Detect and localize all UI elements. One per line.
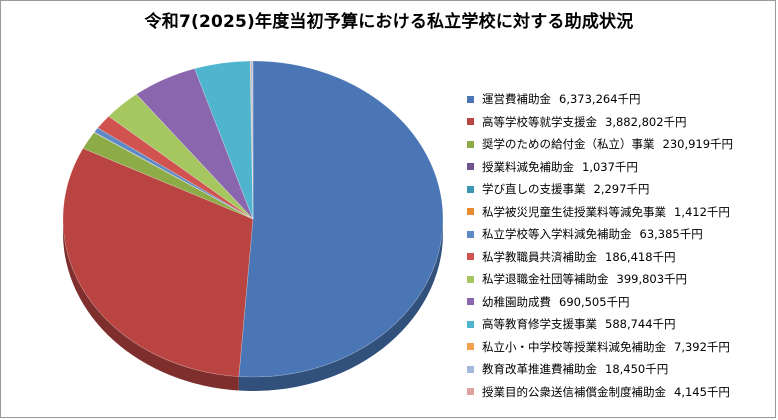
- pie-slice-1: [62, 148, 254, 377]
- legend-value: 4,145千円: [674, 384, 730, 399]
- legend-value: 588,744千円: [605, 317, 676, 332]
- legend-swatch: [467, 118, 474, 126]
- pie-slice-5: [93, 131, 254, 220]
- pie-slice-8: [108, 93, 254, 220]
- legend-value: 230,919千円: [662, 137, 734, 152]
- legend-value: 2,297千円: [593, 182, 650, 197]
- legend-item: 運営費補助金 6,373,264千円: [467, 88, 777, 111]
- legend-label: 学び直しの支援事業: [482, 182, 586, 197]
- legend-swatch: [467, 320, 474, 328]
- legend-label: 私学被災児童生徒授業料等減免事業: [482, 204, 666, 219]
- legend-swatch: [467, 343, 474, 351]
- legend-value: 7,392千円: [674, 339, 730, 354]
- legend-value: 1,037千円: [582, 159, 638, 174]
- chart-legend: 運営費補助金 6,373,264千円高等学校等就学支援金 3,882,802千円奨学…: [467, 88, 777, 403]
- legend-swatch: [467, 365, 474, 373]
- legend-item: 高等学校等就学支援金 3,882,802千円: [467, 111, 777, 134]
- legend-swatch: [467, 298, 474, 306]
- legend-swatch: [467, 208, 474, 216]
- legend-item: 私立学校等入学料減免補助金 63,385千円: [467, 223, 777, 246]
- legend-label: 教育改革推進費補助金: [482, 362, 597, 377]
- legend-label: 私立学校等入学料減免補助金: [482, 227, 632, 242]
- pie-slice-9: [135, 68, 254, 220]
- legend-label: 私学教職員共済補助金: [482, 249, 597, 264]
- legend-label: 私立小・中学校等授業料減免補助金: [482, 339, 666, 354]
- legend-swatch: [467, 230, 474, 238]
- legend-label: 私学退職金社団等補助金: [482, 272, 609, 287]
- legend-item: 教育改革推進費補助金 18,450千円: [467, 358, 777, 381]
- legend-label: 奨学のための給付金（私立）事業: [482, 137, 655, 152]
- legend-value: 399,803千円: [616, 272, 688, 287]
- legend-label: 授業料減免補助金: [482, 159, 574, 174]
- pie-slice-0: [238, 60, 444, 378]
- legend-swatch: [467, 163, 474, 171]
- pie-slice-4: [93, 131, 254, 220]
- legend-swatch: [467, 140, 474, 148]
- legend-item: 私立小・中学校等授業料減免補助金 7,392千円: [467, 336, 777, 359]
- legend-label: 高等学校等就学支援金: [482, 114, 597, 129]
- legend-swatch: [467, 388, 474, 396]
- pie-slice-7: [97, 115, 254, 220]
- legend-value: 63,385千円: [639, 227, 703, 242]
- pie-slice-6: [93, 127, 254, 220]
- legend-item: 私学教職員共済補助金 186,418千円: [467, 246, 777, 269]
- pie-side-1: [63, 219, 239, 391]
- legend-item: 授業目的公衆送信補償金制度補助金 4,145千円: [467, 381, 777, 404]
- legend-item: 奨学のための給付金（私立）事業 230,919千円: [467, 133, 777, 156]
- legend-value: 18,450千円: [605, 362, 669, 377]
- legend-swatch: [467, 253, 474, 261]
- legend-value: 6,373,264千円: [559, 92, 641, 107]
- legend-value: 186,418千円: [605, 249, 676, 264]
- legend-item: 幼稚園助成費 690,505千円: [467, 291, 777, 314]
- legend-item: 高等教育修学支援事業 588,744千円: [467, 313, 777, 336]
- legend-swatch: [467, 275, 474, 283]
- legend-item: 授業料減免補助金 1,037千円: [467, 156, 777, 179]
- chart-title: 令和7(2025)年度当初予算における私立学校に対する助成状況: [144, 12, 634, 32]
- pie-side: [63, 219, 443, 392]
- pie-slice-2: [82, 132, 254, 220]
- legend-label: 高等教育修学支援事業: [482, 317, 597, 332]
- pie-slice-10: [194, 60, 254, 220]
- pie-slice-12: [250, 60, 254, 220]
- legend-item: 私学被災児童生徒授業料等減免事業 1,412千円: [467, 201, 777, 224]
- legend-label: 幼稚園助成費: [482, 294, 551, 309]
- legend-value: 690,505千円: [559, 294, 630, 309]
- legend-label: 運営費補助金: [482, 92, 551, 107]
- legend-value: 3,882,802千円: [605, 114, 687, 129]
- legend-label: 授業目的公衆送信補償金制度補助金: [482, 384, 666, 399]
- legend-swatch: [467, 95, 474, 103]
- legend-swatch: [467, 185, 474, 193]
- legend-value: 1,412千円: [674, 204, 730, 219]
- legend-item: 学び直しの支援事業 2,297千円: [467, 178, 777, 201]
- legend-item: 私学退職金社団等補助金 399,803千円: [467, 268, 777, 291]
